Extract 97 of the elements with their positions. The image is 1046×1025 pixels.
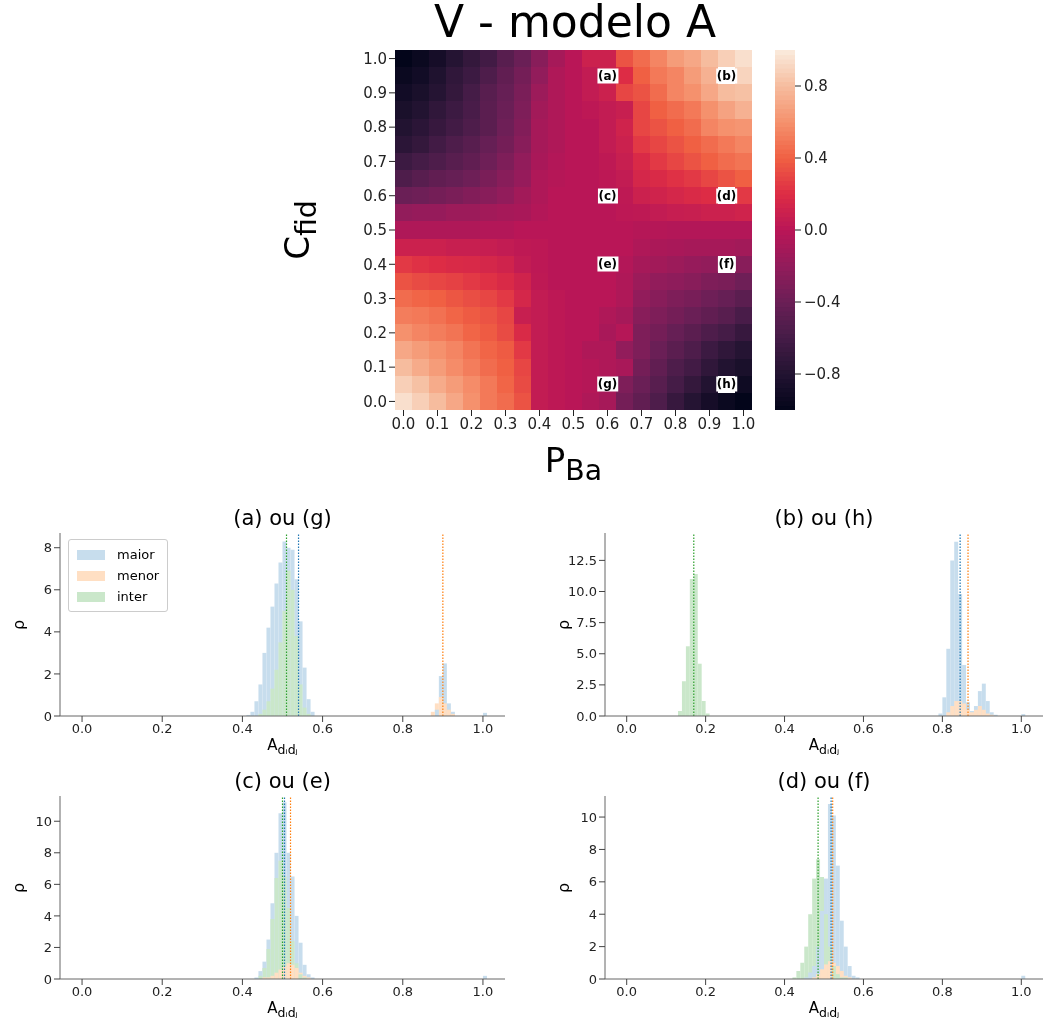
x-tick-label: 0.8 bbox=[663, 414, 688, 433]
x-tick-label: 0.6 bbox=[312, 721, 333, 737]
x-tick-label: 0.6 bbox=[312, 984, 333, 1000]
x-tick-label: 0.4 bbox=[232, 721, 253, 737]
x-tick-label: 0.7 bbox=[629, 414, 654, 433]
x-tick-label: 0.2 bbox=[151, 721, 173, 737]
x-tick-label: 0.0 bbox=[616, 984, 638, 1000]
y-tick-label: 10 bbox=[580, 809, 597, 825]
annotation: (c) bbox=[597, 188, 618, 204]
chart-title: (c) ou (e) bbox=[233, 768, 332, 794]
y-tick-label: 7.5 bbox=[576, 615, 597, 631]
x-tick-label: 0.9 bbox=[697, 414, 722, 433]
x-tick-label: 0.1 bbox=[425, 414, 450, 433]
y-tick-label: 10.0 bbox=[568, 584, 597, 600]
chart-title: (a) ou (g) bbox=[232, 505, 333, 531]
x-axis-title: A$_{dᵢdⱼ}$ bbox=[266, 736, 299, 759]
x-tick-label: 1.0 bbox=[1010, 721, 1032, 737]
annotation: (d) bbox=[715, 188, 738, 204]
y-axis-title: ρ bbox=[8, 882, 28, 893]
y-tick-label: 0.7 bbox=[363, 152, 387, 171]
y-axis-title: ρ bbox=[553, 619, 573, 630]
y-tick-label: 4 bbox=[43, 908, 52, 924]
y-tick-label: 8 bbox=[43, 540, 52, 556]
x-axis-title: A$_{dᵢdⱼ}$ bbox=[807, 999, 841, 1022]
x-tick-label: 0.6 bbox=[853, 721, 874, 737]
chart-title: V - modelo A bbox=[433, 0, 717, 47]
x-tick-label: 0.4 bbox=[774, 984, 795, 1000]
x-tick-label: 0.2 bbox=[695, 984, 716, 1000]
x-tick-label: 1.0 bbox=[472, 984, 494, 1000]
annotation: (f) bbox=[717, 256, 736, 272]
y-tick-label: 4 bbox=[43, 624, 52, 640]
y-tick-label: 6 bbox=[43, 582, 52, 598]
y-tick-label: 0.0 bbox=[576, 708, 597, 724]
y-tick-label: 0.6 bbox=[363, 187, 387, 206]
y-axis-title: ρ bbox=[553, 882, 573, 893]
y-tick-label: 0.9 bbox=[363, 84, 387, 103]
color-bar-label: −0.8 bbox=[804, 365, 841, 383]
x-tick-label: 0.2 bbox=[151, 984, 173, 1000]
y-tick-label: 0.4 bbox=[363, 255, 387, 274]
x-tick-label: 1.0 bbox=[1010, 984, 1032, 1000]
y-tick-label: 0.3 bbox=[363, 289, 387, 308]
annotation: (h) bbox=[715, 376, 738, 392]
legend-label: maior bbox=[117, 546, 155, 564]
chart-title: (d) ou (f) bbox=[776, 768, 872, 794]
y-tick-label: 6 bbox=[43, 876, 52, 892]
y-tick-label: 0.5 bbox=[363, 221, 387, 240]
x-tick-label: 0.8 bbox=[392, 721, 414, 737]
color-bar-label: 0.4 bbox=[804, 149, 828, 167]
y-tick-label: 2 bbox=[588, 939, 597, 955]
annotation: (b) bbox=[715, 68, 738, 84]
color-bar-label: 0.0 bbox=[804, 221, 828, 239]
y-tick-label: 1.0 bbox=[363, 49, 387, 68]
color-bar-label: −0.4 bbox=[804, 293, 841, 311]
x-axis-title: A$_{dᵢdⱼ}$ bbox=[266, 999, 299, 1022]
y-tick-label: 0 bbox=[43, 708, 52, 724]
y-tick-label: 0.0 bbox=[363, 392, 387, 411]
x-tick-label: 0.2 bbox=[459, 414, 484, 433]
color-bar-label: 0.8 bbox=[804, 77, 828, 95]
x-axis-title: P$_{Ba}$ bbox=[543, 440, 604, 487]
x-tick-label: 0.4 bbox=[527, 414, 552, 433]
x-tick-label: 0.0 bbox=[71, 721, 93, 737]
x-tick-label: 1.0 bbox=[731, 414, 756, 433]
annotation: (e) bbox=[596, 256, 619, 272]
x-tick-label: 0.6 bbox=[853, 984, 874, 1000]
y-tick-label: 8 bbox=[43, 845, 52, 861]
x-tick-label: 1.0 bbox=[472, 721, 494, 737]
annotation: (g) bbox=[596, 376, 619, 392]
x-tick-label: 0.2 bbox=[695, 721, 716, 737]
y-tick-label: 5.0 bbox=[576, 646, 597, 662]
y-tick-label: 0 bbox=[43, 971, 52, 987]
x-tick-label: 0.4 bbox=[232, 984, 253, 1000]
y-tick-label: 2 bbox=[43, 666, 52, 682]
y-tick-label: 6 bbox=[588, 874, 597, 890]
y-tick-label: 0.2 bbox=[363, 324, 387, 343]
x-tick-label: 0.0 bbox=[616, 721, 638, 737]
y-tick-label: 10 bbox=[35, 813, 52, 829]
x-tick-label: 0.8 bbox=[932, 721, 953, 737]
y-tick-label: 2.5 bbox=[576, 677, 597, 693]
y-tick-label: 8 bbox=[588, 842, 597, 858]
y-tick-label: 0.1 bbox=[363, 358, 387, 377]
x-tick-label: 0.8 bbox=[932, 984, 953, 1000]
y-tick-label: 2 bbox=[43, 940, 52, 956]
x-tick-label: 0.0 bbox=[391, 414, 416, 433]
x-tick-label: 0.0 bbox=[71, 984, 93, 1000]
annotation: (a) bbox=[596, 68, 619, 84]
legend-label: inter bbox=[117, 588, 148, 606]
x-tick-label: 0.3 bbox=[493, 414, 518, 433]
y-tick-label: 0 bbox=[588, 971, 597, 987]
y-tick-label: 4 bbox=[588, 906, 597, 922]
x-axis-title: A$_{dᵢdⱼ}$ bbox=[807, 736, 841, 759]
x-tick-label: 0.4 bbox=[774, 721, 795, 737]
y-tick-label: 0.8 bbox=[363, 118, 387, 137]
x-tick-label: 0.8 bbox=[392, 984, 414, 1000]
legend-label: menor bbox=[117, 567, 160, 585]
chart-title: (b) ou (h) bbox=[773, 505, 875, 531]
y-axis-title: ρ bbox=[8, 619, 28, 630]
y-tick-label: 12.5 bbox=[568, 553, 597, 568]
